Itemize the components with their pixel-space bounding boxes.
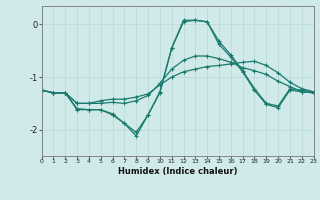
X-axis label: Humidex (Indice chaleur): Humidex (Indice chaleur) (118, 167, 237, 176)
